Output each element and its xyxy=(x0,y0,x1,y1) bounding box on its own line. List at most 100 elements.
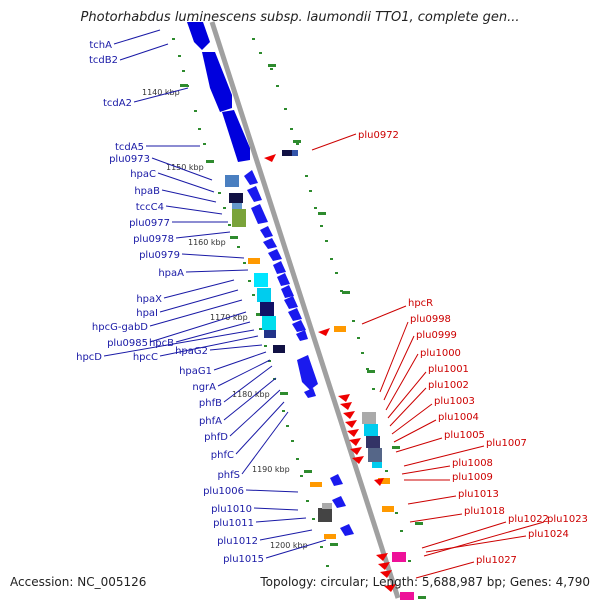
gene-arrow xyxy=(378,562,390,570)
gene-label-hpcR[interactable]: hpcR xyxy=(408,298,433,309)
gene-label-plu1011[interactable]: plu1011 xyxy=(213,518,254,529)
gene-label-plu0977[interactable]: plu0977 xyxy=(129,218,170,229)
tick-track-right xyxy=(252,38,426,599)
gene-arrow xyxy=(187,22,210,50)
gene-label-plu0998[interactable]: plu0998 xyxy=(410,314,451,325)
gene-label-plu0978[interactable]: plu0978 xyxy=(133,234,174,245)
gene-label-tcdB2[interactable]: tcdB2 xyxy=(89,55,118,66)
gene-label-plu1000[interactable]: plu1000 xyxy=(420,348,461,359)
gene-label-hpaX[interactable]: hpaX xyxy=(136,294,162,305)
gene-label-plu0972[interactable]: plu0972 xyxy=(358,130,399,141)
gene-arrow xyxy=(330,474,343,486)
gene-label-hpaA[interactable]: hpaA xyxy=(158,268,184,279)
gene-label-plu1022[interactable]: plu1022 xyxy=(508,514,549,525)
gene-arrow xyxy=(376,553,388,561)
gene-arrow xyxy=(340,402,352,410)
gene-label-phfA[interactable]: phfA xyxy=(199,416,222,427)
right-leaders xyxy=(311,133,545,579)
gene-label-plu1018[interactable]: plu1018 xyxy=(464,506,505,517)
kbp-label: 1180 kbp xyxy=(232,390,270,399)
gene-label-hpcD[interactable]: hpcD xyxy=(76,352,102,363)
gene-arrow xyxy=(384,584,396,592)
gene-label-plu0979[interactable]: plu0979 xyxy=(139,250,180,261)
gene-label-plu1007[interactable]: plu1007 xyxy=(486,438,527,449)
tick-track-left xyxy=(172,38,338,567)
gene-arrow xyxy=(343,411,355,419)
gene-arrow xyxy=(347,429,359,437)
gene-arrow xyxy=(288,308,302,321)
gene-label-hpaI[interactable]: hpaI xyxy=(136,308,158,319)
gene-arrow xyxy=(340,524,354,536)
gene-label-hpaC[interactable]: hpaC xyxy=(130,169,156,180)
gene-label-plu0973[interactable]: plu0973 xyxy=(109,154,150,165)
gene-arrow xyxy=(304,388,316,398)
gene-arrow xyxy=(222,110,250,162)
gene-arrow xyxy=(345,420,357,428)
gene-label-tcdA2[interactable]: tcdA2 xyxy=(103,98,132,109)
gene-arrow xyxy=(318,328,330,336)
gene-label-hpaG1[interactable]: hpaG1 xyxy=(179,366,212,377)
gene-label-plu0985[interactable]: plu0985 xyxy=(107,338,148,349)
gene-arrow xyxy=(338,394,350,402)
gene-arrow xyxy=(350,447,362,455)
gene-label-plu0999[interactable]: plu0999 xyxy=(416,330,457,341)
gene-label-plu1023[interactable]: plu1023 xyxy=(547,514,588,525)
gene-label-plu1027[interactable]: plu1027 xyxy=(476,555,517,566)
kbp-label: 1160 kbp xyxy=(188,238,226,247)
gene-label-hpcG-gabD[interactable]: hpcG-gabD xyxy=(92,322,148,333)
gene-label-plu1006[interactable]: plu1006 xyxy=(203,486,244,497)
gene-label-plu1012[interactable]: plu1012 xyxy=(217,536,258,547)
gene-label-hpaG2[interactable]: hpaG2 xyxy=(175,346,208,357)
gene-features-red[interactable] xyxy=(264,154,396,592)
gene-label-plu1009[interactable]: plu1009 xyxy=(452,472,493,483)
gene-arrow xyxy=(247,186,262,202)
right-label-group: plu0972 hpcR plu0998 plu0999 plu1000 plu… xyxy=(358,130,588,566)
left-leaders xyxy=(103,29,327,559)
gene-label-phfD[interactable]: phfD xyxy=(204,432,228,443)
gene-arrow xyxy=(297,355,318,390)
gene-label-hpaB[interactable]: hpaB xyxy=(134,186,160,197)
gene-label-plu1008[interactable]: plu1008 xyxy=(452,458,493,469)
kbp-label: 1150 kbp xyxy=(166,163,204,172)
gene-label-tccC4[interactable]: tccC4 xyxy=(136,202,164,213)
gene-arrow xyxy=(277,273,290,286)
gene-label-plu1003[interactable]: plu1003 xyxy=(434,396,475,407)
gene-label-tcdA5[interactable]: tcdA5 xyxy=(115,142,144,153)
gene-label-plu1005[interactable]: plu1005 xyxy=(444,430,485,441)
gene-label-plu1004[interactable]: plu1004 xyxy=(438,412,479,423)
gene-arrow xyxy=(268,249,282,261)
gene-arrow xyxy=(260,226,273,238)
gene-arrow xyxy=(374,478,384,486)
gene-arrow xyxy=(202,52,232,112)
gene-label-phfB[interactable]: phfB xyxy=(199,398,222,409)
gene-label-plu1024[interactable]: plu1024 xyxy=(528,529,569,540)
gene-arrow xyxy=(273,261,286,274)
gene-arrow xyxy=(380,570,392,578)
gene-label-tchA[interactable]: tchA xyxy=(89,40,112,51)
gene-features-blue[interactable] xyxy=(187,22,354,536)
left-label-group: tchA tcdB2 tcdA2 tcdA5 plu0973 hpaC hpaB… xyxy=(76,40,264,565)
gene-arrow xyxy=(263,238,277,249)
gene-label-hpcC[interactable]: hpcC xyxy=(133,352,158,363)
gene-label-hpcB[interactable]: hpcB xyxy=(149,338,174,349)
gene-label-phfS[interactable]: phfS xyxy=(217,470,240,481)
gene-label-plu1002[interactable]: plu1002 xyxy=(428,380,469,391)
gene-arrow xyxy=(292,320,306,332)
topology-text: Topology: circular; Length: 5,688,987 bp… xyxy=(260,575,590,589)
accession-text: Accession: NC_005126 xyxy=(10,575,147,589)
gene-arrow xyxy=(352,456,364,464)
kbp-label: 1190 kbp xyxy=(252,465,290,474)
genome-title: Photorhabdus luminescens subsp. laumondi… xyxy=(80,10,520,25)
gene-label-plu1010[interactable]: plu1010 xyxy=(211,504,252,515)
gene-arrow xyxy=(251,204,268,224)
gene-arrow xyxy=(244,170,258,185)
gene-arrow xyxy=(332,496,346,508)
gene-label-plu1001[interactable]: plu1001 xyxy=(428,364,469,375)
gene-label-plu1013[interactable]: plu1013 xyxy=(458,489,499,500)
gene-label-phfC[interactable]: phfC xyxy=(211,450,234,461)
gene-label-ngrA[interactable]: ngrA xyxy=(192,382,216,393)
gene-blocks[interactable] xyxy=(225,150,414,600)
gene-arrow xyxy=(296,330,308,341)
gene-label-plu1015[interactable]: plu1015 xyxy=(223,554,264,565)
